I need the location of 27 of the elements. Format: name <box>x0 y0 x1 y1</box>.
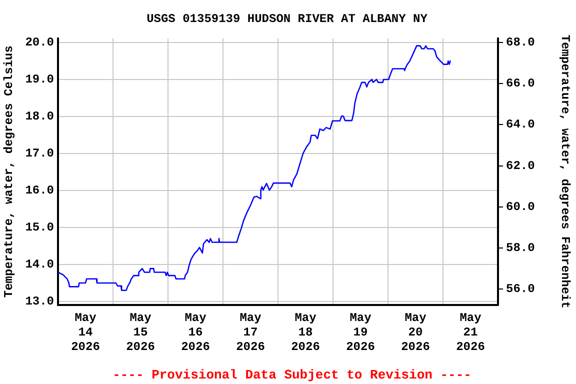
x-tick-label: May 16 2026 <box>181 311 210 354</box>
y-tick-label: 15.0 <box>25 220 54 234</box>
y-tick-label: 16.0 <box>25 183 54 198</box>
y-tick-label: 13.0 <box>25 294 54 308</box>
y2-tick-label: 58.0 <box>506 241 535 256</box>
y-tick-label: 19.0 <box>25 72 54 86</box>
y-tick-label: 20.0 <box>25 35 54 50</box>
y2-axis-title: Temperature, water, degrees Fahrenheit <box>558 34 572 308</box>
y2-tick-label: 56.0 <box>506 282 535 296</box>
y2-tick-label: 64.0 <box>506 118 535 132</box>
x-tick-label: May 19 2026 <box>346 311 375 354</box>
y2-tick-label: 62.0 <box>506 158 535 173</box>
x-tick-label: May 17 2026 <box>236 311 265 354</box>
y-axis-title: Temperature, water, degrees Celsius <box>2 46 16 298</box>
y-tick-label: 18.0 <box>25 109 54 124</box>
x-tick-label: May 14 2026 <box>71 311 100 354</box>
y2-tick-label: 68.0 <box>506 36 535 50</box>
y-tick-label: 14.0 <box>25 257 54 272</box>
y2-tick-label: 60.0 <box>506 200 535 214</box>
chart-title: USGS 01359139 HUDSON RIVER AT ALBANY NY <box>146 12 428 26</box>
text: ---- Provisional Data Subject to Revision ---- <box>112 367 472 382</box>
x-tick-label: May 18 2026 <box>291 311 320 354</box>
x-tick-label: May 20 2026 <box>401 311 430 354</box>
y-tick-label: 17.0 <box>25 146 54 160</box>
x-tick-label: May 21 2026 <box>456 311 485 354</box>
y2-tick-label: 66.0 <box>506 76 535 91</box>
x-tick-label: May 15 2026 <box>126 311 155 354</box>
